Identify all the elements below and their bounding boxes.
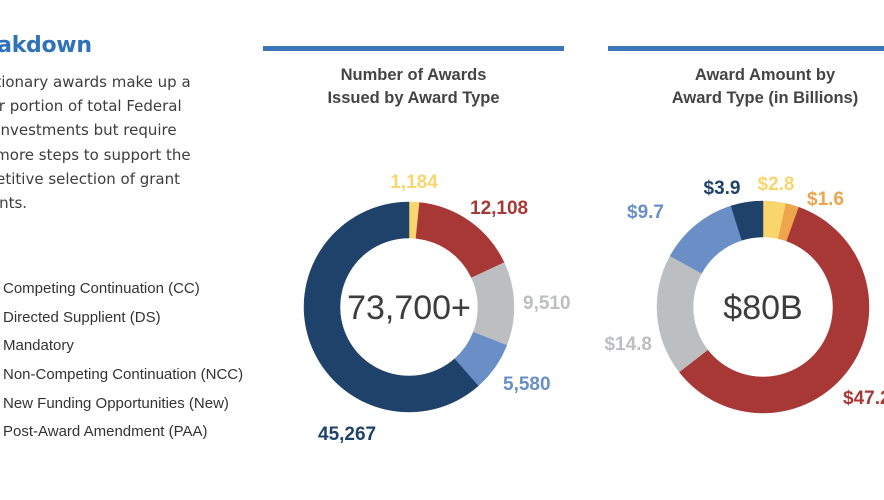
donut-center-total: $80B (723, 289, 802, 327)
intro-line: mpetitive selection of grant (0, 169, 181, 188)
slice-data-label: $9.7 (627, 202, 664, 223)
intro-line: ipients. (0, 194, 28, 213)
chart2-title-line: Award Type (in Billions) (671, 89, 859, 107)
award-amount-donut: $2.8 $1.6 $47.2 $14.8 $9.7 $3.9 $80B (604, 174, 884, 414)
legend-item-ncc: Non-Competing Continuation (NCC) (3, 366, 244, 384)
awards-count-donut: 1,184 12,108 9,510 5,580 45,267 73,700+ (303, 172, 571, 445)
donut-center-total: 73,700+ (347, 289, 471, 327)
legend-item-new: New Funding Opportunities (New) (3, 394, 229, 412)
slice-data-label: 9,510 (523, 293, 571, 314)
breakdown-section: reakdown cretionary awards make up a all… (0, 30, 262, 215)
intro-line: ny more steps to support the (0, 145, 191, 164)
chart1-title-line: Issued by Award Type (327, 89, 500, 107)
legend-item-paa: Post-Award Amendment (PAA) (3, 423, 208, 441)
donut-slice (678, 206, 870, 414)
intro-line: lar investments but require (0, 121, 177, 140)
donut-slice (656, 255, 709, 373)
section-heading: reakdown (0, 33, 92, 58)
chart2-title-line: Award Amount by (694, 66, 836, 84)
donut-slice (303, 201, 479, 413)
donut-slice (471, 262, 515, 346)
chart2-title: Award Amount by Award Type (in Billions) (620, 64, 884, 110)
slice-data-label: $14.8 (604, 334, 652, 355)
donut-slice (730, 200, 764, 241)
chart1-top-rule (263, 46, 564, 51)
slice-data-label: $1.6 (807, 189, 844, 210)
slice-data-label: 1,184 (390, 172, 438, 193)
legend-item-ds: Directed Supplient (DS) (3, 308, 161, 326)
slice-data-label: 5,580 (503, 374, 551, 395)
intro-paragraph: cretionary awards make up a aller portio… (0, 70, 227, 215)
legend-item-mandatory: Mandatory (3, 337, 74, 355)
legend-item-cc: Competing Continuation (CC) (3, 280, 200, 297)
award-type-legend: Competing Continuation (CC) Directed Sup… (3, 279, 243, 451)
slice-data-label: $3.9 (704, 178, 741, 199)
chart1-title: Number of Awards Issued by Award Type (263, 64, 564, 110)
slice-data-label: 12,108 (470, 198, 528, 219)
slice-data-label: $47.2 (843, 388, 884, 409)
slice-data-label: 45,267 (318, 424, 376, 445)
chart2-top-rule (608, 46, 884, 51)
intro-line: cretionary awards make up a (0, 73, 191, 91)
intro-line: aller portion of total Federal (0, 97, 182, 116)
slice-data-label: $2.8 (758, 174, 795, 195)
chart1-title-line: Number of Awards (340, 66, 487, 84)
